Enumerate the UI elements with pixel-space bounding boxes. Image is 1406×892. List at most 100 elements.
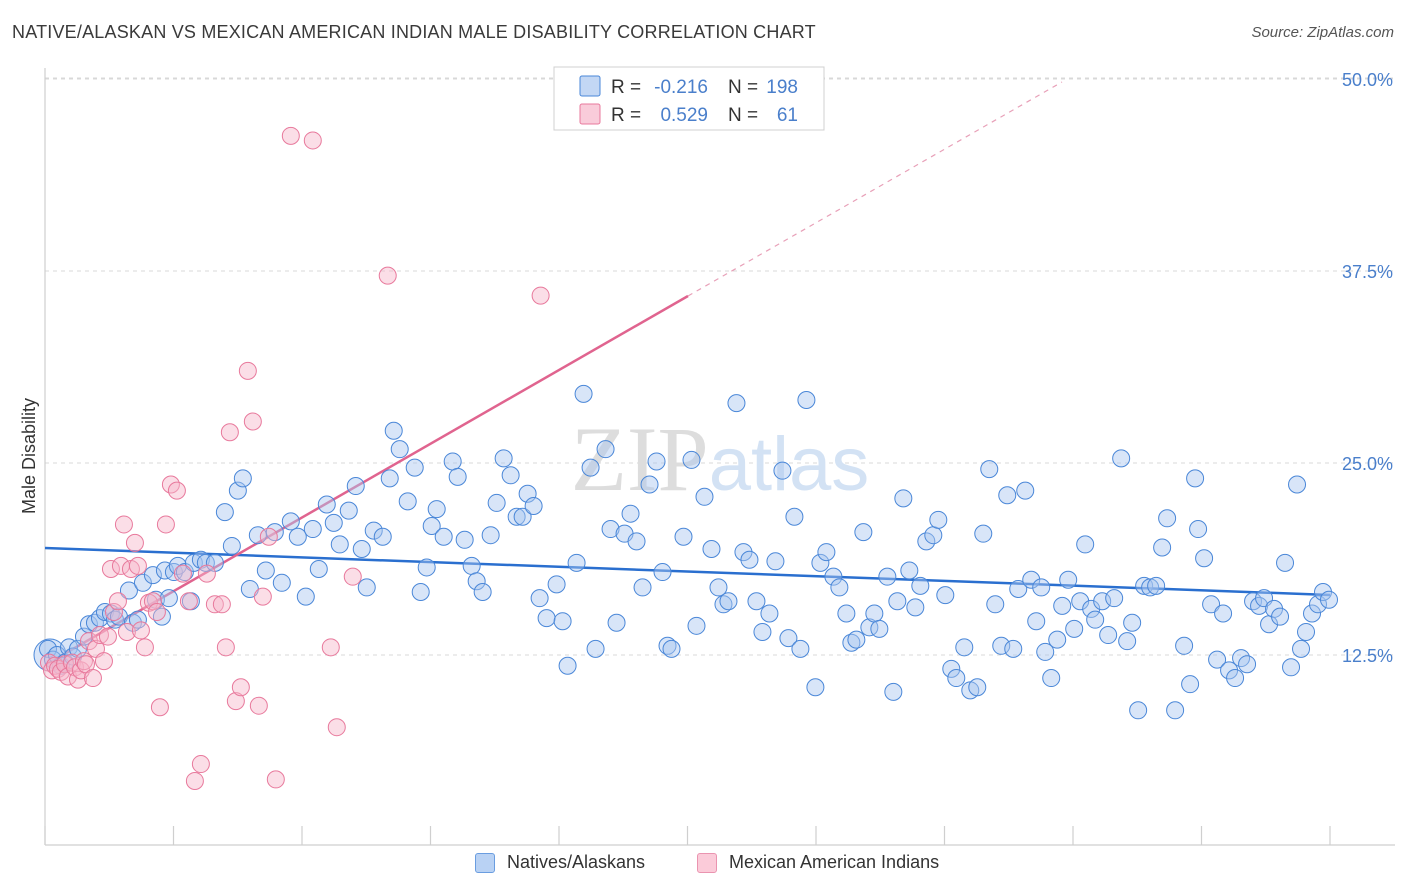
data-point-natives (1099, 626, 1118, 645)
data-point-natives (530, 589, 549, 608)
data-point-mexican (167, 481, 186, 500)
data-point-natives (785, 507, 804, 526)
data-point-mexican (197, 564, 216, 583)
data-point-natives (1048, 630, 1067, 649)
data-point-natives (1238, 655, 1257, 674)
points-layer (33, 126, 1339, 790)
data-point-natives (462, 556, 481, 575)
data-point-natives (547, 575, 566, 594)
legend-top-swatch (579, 75, 601, 97)
data-point-natives (1208, 650, 1227, 669)
data-point-mexican (343, 567, 362, 586)
data-point-mexican (216, 638, 235, 657)
legend-n-label: N = (728, 77, 758, 98)
data-point-natives (256, 561, 275, 580)
y-tick-label: 50.0% (1342, 70, 1393, 90)
data-point-natives (330, 535, 349, 554)
data-point-natives (1181, 675, 1200, 694)
data-point-natives (884, 682, 903, 701)
data-point-natives (633, 578, 652, 597)
data-point-natives (806, 678, 825, 697)
data-point-natives (352, 540, 371, 559)
data-point-natives (1147, 576, 1166, 595)
data-point-natives (303, 520, 322, 539)
data-point-mexican (303, 131, 322, 150)
data-point-natives (1186, 469, 1205, 488)
data-point-natives (854, 523, 873, 542)
data-point-natives (574, 384, 593, 403)
data-point-natives (917, 532, 936, 551)
data-point-natives (296, 587, 315, 606)
data-point-natives (265, 523, 284, 542)
data-point-natives (647, 452, 666, 471)
data-point-natives (357, 578, 376, 597)
data-point-natives (586, 639, 605, 658)
data-point-natives (215, 503, 234, 522)
data-point-natives (878, 567, 897, 586)
data-point-natives (1086, 610, 1105, 629)
data-point-natives (640, 475, 659, 494)
axis-layer: 12.5%25.0%37.5%50.0%0.0%100.0% (44, 68, 1395, 846)
data-point-natives (1202, 595, 1221, 614)
data-point-natives (830, 578, 849, 597)
data-point-mexican (114, 515, 133, 534)
data-point-natives (894, 489, 913, 508)
legend-item-mexican: Mexican American Indians (697, 852, 939, 873)
legend-bottom: Natives/Alaskans Mexican American Indian… (0, 850, 1406, 880)
data-point-natives (824, 567, 843, 586)
data-point-mexican (83, 669, 102, 688)
data-point-mexican (135, 638, 154, 657)
data-point-natives (481, 526, 500, 545)
data-point-natives (1189, 520, 1208, 539)
data-point-natives (900, 561, 919, 580)
data-point-natives (811, 553, 830, 572)
data-point-natives (128, 610, 147, 629)
data-point-natives (942, 659, 961, 678)
data-point-natives (537, 609, 556, 628)
data-point-natives (119, 581, 138, 600)
data-point-mexican (266, 770, 285, 789)
legend-n-value: 61 (777, 105, 798, 126)
data-point-mexican (179, 592, 198, 611)
legend-r-label: R = (611, 105, 641, 126)
data-point-natives (143, 566, 162, 585)
trend-line-natives (44, 546, 1331, 597)
data-point-natives (998, 486, 1017, 505)
data-point-natives (398, 492, 417, 511)
data-point-mexican (212, 595, 231, 614)
data-point-natives (1065, 619, 1084, 638)
data-point-natives (760, 604, 779, 623)
data-point-natives (288, 527, 307, 546)
trend-layer (44, 81, 1331, 667)
data-point-mexican (243, 412, 262, 431)
data-point-natives (1027, 612, 1046, 631)
data-point-natives (380, 469, 399, 488)
data-point-natives (422, 516, 441, 535)
data-point-natives (494, 449, 513, 468)
data-point-mexican (238, 361, 257, 380)
legend-top: R = -0.216 N = 198 R = 0.529 N = 61 (553, 66, 825, 131)
legend-top-swatch (579, 103, 601, 125)
y-tick-label: 37.5% (1342, 262, 1393, 282)
data-point-natives (513, 507, 532, 526)
data-point-natives (709, 578, 728, 597)
y-axis-label: Male Disability (19, 398, 39, 514)
data-point-natives (695, 487, 714, 506)
data-point-mexican (125, 533, 144, 552)
data-point-natives (842, 633, 861, 652)
data-point-natives (1158, 509, 1177, 528)
data-point-mexican (74, 652, 93, 671)
data-point-mexican (231, 678, 250, 697)
data-point-natives (906, 598, 925, 617)
data-point-natives (870, 619, 889, 638)
data-point-natives (674, 527, 693, 546)
data-point-natives (467, 572, 486, 591)
data-point-natives (281, 512, 300, 531)
data-point-natives (411, 583, 430, 602)
legend-item-natives: Natives/Alaskans (475, 852, 645, 873)
data-point-natives (1226, 669, 1245, 688)
data-point-natives (567, 553, 586, 572)
data-point-natives (417, 558, 436, 577)
data-point-natives (719, 592, 738, 611)
data-point-mexican (259, 527, 278, 546)
